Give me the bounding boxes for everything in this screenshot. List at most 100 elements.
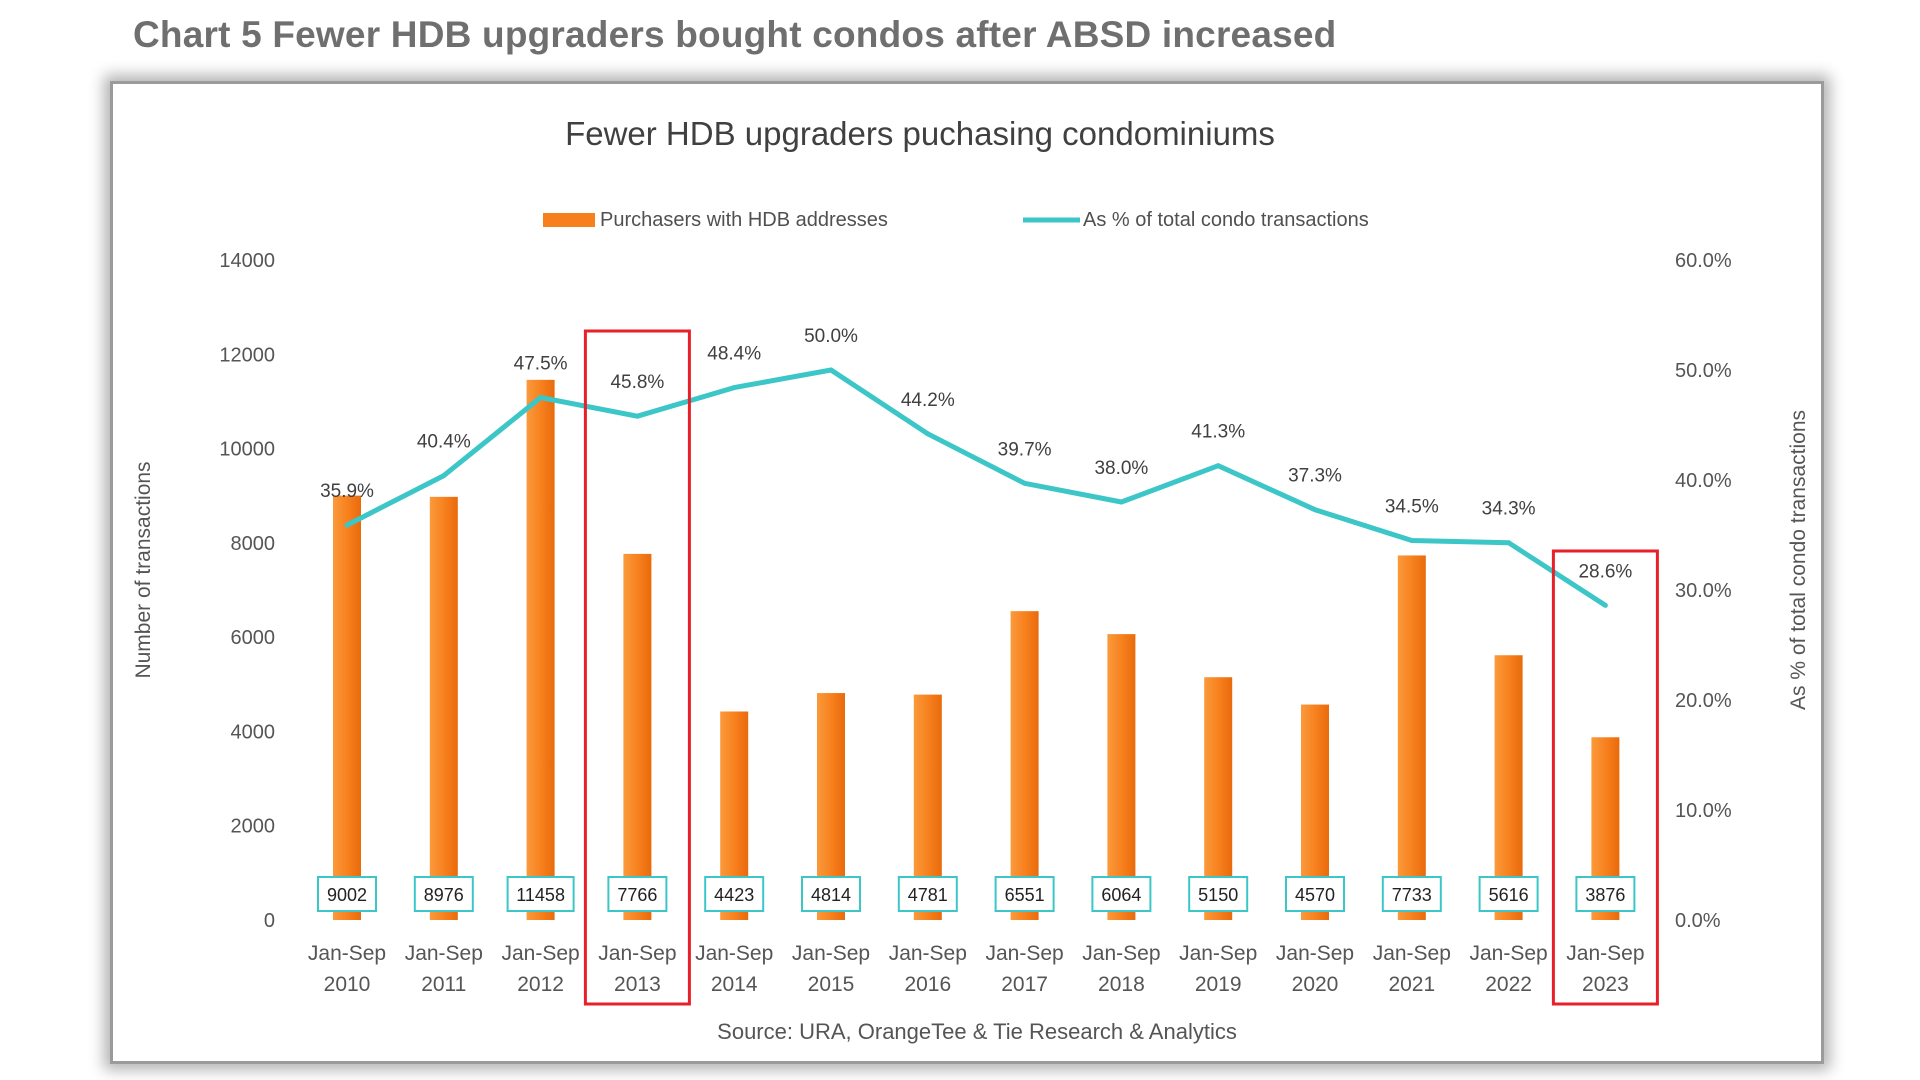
percent-label: 41.3% xyxy=(1191,422,1245,443)
percent-labels: 35.9% 40.4% 47.5% 45.8% 48.4% 50.0% 44.2% 39.7%… xyxy=(320,326,1632,582)
y2-tick-label: 10.0% xyxy=(1675,800,1732,822)
line-point xyxy=(1312,507,1318,513)
x-tick-label-period: Jan-Sep xyxy=(405,942,483,965)
bar xyxy=(333,495,361,920)
percent-label: 50.0% xyxy=(804,326,858,347)
line-point xyxy=(1506,540,1512,546)
bar xyxy=(1397,555,1426,920)
x-tick-label-period: Jan-Sep xyxy=(501,942,579,965)
line-point xyxy=(1602,602,1608,608)
y-tick-label: 8000 xyxy=(231,533,276,555)
line-point xyxy=(344,522,350,528)
y2-tick-label: 0.0% xyxy=(1675,910,1721,932)
x-tick-label-period: Jan-Sep xyxy=(1179,942,1257,965)
y2-tick-label: 20.0% xyxy=(1675,690,1732,712)
value-label: 4814 xyxy=(811,885,851,905)
highlight-box xyxy=(583,329,691,1006)
percent-label: 28.6% xyxy=(1578,561,1632,582)
y-tick-label: 4000 xyxy=(231,721,276,743)
y-tick-label: 14000 xyxy=(219,250,275,272)
line-point xyxy=(1022,480,1028,486)
line-point xyxy=(731,385,737,391)
line-point xyxy=(1118,499,1124,505)
value-label: 6064 xyxy=(1101,885,1141,905)
value-label-box xyxy=(1091,876,1152,912)
x-tick-label-period: Jan-Sep xyxy=(1082,942,1160,965)
x-axis-labels: Jan-Sep 2010 Jan-Sep 2011 Jan-Sep 2012 Jan-Sep… xyxy=(308,942,1645,996)
source-note: Source: URA, OrangeTee & Tie Research & … xyxy=(717,1019,1237,1044)
legend-bar-label: Purchasers with HDB addresses xyxy=(600,209,888,231)
value-label: 4423 xyxy=(714,885,754,905)
y-tick-label: 6000 xyxy=(231,627,276,649)
value-label: 5150 xyxy=(1198,885,1238,905)
value-label-box xyxy=(317,876,377,912)
x-tick-label-period: Jan-Sep xyxy=(1276,942,1354,965)
value-label: 5616 xyxy=(1489,885,1529,905)
value-label: 4570 xyxy=(1295,885,1335,905)
x-tick-label-year: 2018 xyxy=(1098,973,1145,996)
value-label-box xyxy=(994,876,1055,912)
bar xyxy=(429,496,458,920)
value-label: 6551 xyxy=(1005,885,1045,905)
highlight-boxes xyxy=(583,329,1659,1006)
x-tick-label-period: Jan-Sep xyxy=(889,942,967,965)
y2-tick-label: 30.0% xyxy=(1675,580,1732,602)
x-tick-label-year: 2013 xyxy=(614,973,661,996)
highlight-box xyxy=(1551,549,1659,1006)
value-label-box xyxy=(897,876,958,912)
line-point xyxy=(1215,463,1221,469)
y-tick-label: 12000 xyxy=(219,344,275,366)
legend: Purchasers with HDB addresses As % of to… xyxy=(543,209,1369,231)
line-point xyxy=(828,367,834,373)
percent-label: 47.5% xyxy=(514,354,568,375)
x-tick-label-year: 2011 xyxy=(421,973,466,996)
y2-tick-label: 50.0% xyxy=(1675,360,1732,382)
percent-label: 34.5% xyxy=(1385,497,1439,518)
value-label: 3876 xyxy=(1585,885,1625,905)
y2-tick-label: 60.0% xyxy=(1675,250,1732,272)
line-series xyxy=(344,367,1608,608)
x-tick-label-year: 2023 xyxy=(1582,973,1629,996)
y2-axis-ticks: 0.0% 10.0% 20.0% 30.0% 40.0% 50.0% 60.0% xyxy=(1675,250,1732,932)
value-label-box xyxy=(1381,876,1442,912)
x-tick-label-period: Jan-Sep xyxy=(308,942,386,965)
x-tick-label-year: 2012 xyxy=(517,973,564,996)
percent-label: 37.3% xyxy=(1288,466,1342,487)
chart-title: Fewer HDB upgraders puchasing condominiu… xyxy=(565,115,1275,152)
x-tick-label-period: Jan-Sep xyxy=(598,942,676,965)
value-label-box xyxy=(1188,876,1249,912)
percent-label: 45.8% xyxy=(610,372,664,393)
x-tick-label-period: Jan-Sep xyxy=(1469,942,1547,965)
line-point xyxy=(925,431,931,437)
bar-series xyxy=(333,379,1620,920)
value-label: 9002 xyxy=(327,885,367,905)
value-label-box xyxy=(801,876,861,912)
x-tick-label-year: 2016 xyxy=(904,973,951,996)
x-tick-label-year: 2021 xyxy=(1388,973,1435,996)
percent-label: 38.0% xyxy=(1094,458,1148,479)
x-tick-label-period: Jan-Sep xyxy=(792,942,870,965)
percent-label: 34.3% xyxy=(1482,499,1536,520)
y-tick-label: 2000 xyxy=(231,816,276,838)
x-tick-label-period: Jan-Sep xyxy=(1566,942,1644,965)
x-tick-label-period: Jan-Sep xyxy=(695,942,773,965)
value-label: 4781 xyxy=(908,885,948,905)
line-point xyxy=(441,473,447,479)
y-axis-ticks: 0 2000 4000 6000 8000 10000 12000 14000 xyxy=(219,250,275,932)
value-label-box xyxy=(607,876,668,912)
bar-value-labels: 9002 8976 11458 7766 4423 4814 4781 6551 6064 515… xyxy=(317,876,1636,912)
x-tick-label-year: 2022 xyxy=(1485,973,1532,996)
y-axis-title: Number of transactions xyxy=(132,461,155,678)
x-tick-label-period: Jan-Sep xyxy=(985,942,1063,965)
value-label-box xyxy=(506,876,575,912)
x-tick-label-year: 2019 xyxy=(1195,973,1242,996)
bar xyxy=(623,553,652,920)
y2-axis-title: As % of total condo transactions xyxy=(1787,410,1810,710)
legend-bar-swatch xyxy=(543,213,595,227)
bar xyxy=(526,379,555,920)
value-label: 11458 xyxy=(516,885,565,905)
x-tick-label-period: Jan-Sep xyxy=(1373,942,1451,965)
line-path xyxy=(345,367,1607,608)
x-tick-label-year: 2010 xyxy=(324,973,371,996)
